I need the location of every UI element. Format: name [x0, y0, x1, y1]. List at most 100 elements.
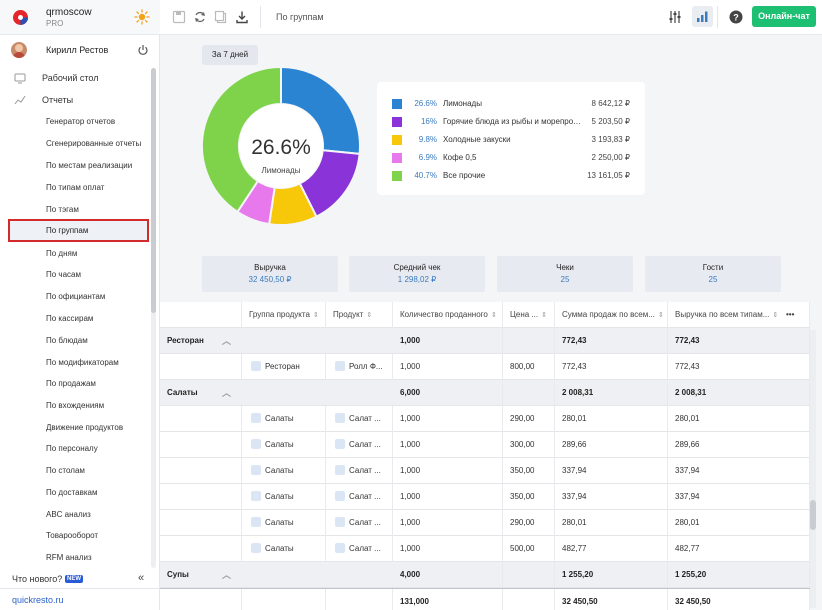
legend-name: Горячие блюда из рыбы и морепродуктов	[443, 117, 585, 126]
link-icon	[251, 413, 261, 424]
quickresto-logo-icon	[13, 10, 28, 25]
table-group-row[interactable]: Салаты ︿ 6,000 2 008,31 2 008,31	[160, 380, 810, 406]
link-icon	[335, 491, 345, 502]
legend-item[interactable]: 6.9% Кофе 0,5 2 250,00 ₽	[377, 149, 645, 167]
legend-name: Все прочие	[443, 171, 486, 180]
sidebar-item-turnover[interactable]: Товарооборот	[46, 531, 99, 540]
kpi-title: Средний чек	[393, 263, 441, 272]
legend-swatch	[392, 171, 402, 181]
collapse-chevron-icon[interactable]: ︿	[222, 336, 232, 346]
footer: quickresto.ru	[0, 588, 160, 610]
sidebar-item-rfm-analysis[interactable]: RFM анализ	[46, 553, 92, 562]
sidebar-item-by-payment-types[interactable]: По типам оплат	[46, 183, 105, 192]
sidebar-item-by-sales[interactable]: По продажам	[46, 379, 96, 388]
sidebar-item-abc-analysis[interactable]: ABC анализ	[46, 510, 91, 519]
group-link[interactable]: Салаты	[249, 411, 294, 426]
period-filter-button[interactable]: За 7 дней	[202, 45, 258, 65]
group-link[interactable]: Салаты	[249, 437, 294, 452]
product-link[interactable]: Салат ...	[333, 489, 381, 504]
col-header-product[interactable]: Продукт ⇕	[326, 302, 393, 328]
kpi-average-check: Средний чек 1 298,02 ₽	[349, 256, 485, 292]
toolbar-divider-right	[717, 6, 718, 28]
col-header-price[interactable]: Цена ... ⇕	[503, 302, 555, 328]
table-row[interactable]: Салаты Салат ... 1,000 350,00 337,94 337…	[160, 484, 810, 510]
sidebar-item-by-entries[interactable]: По вхождениям	[46, 401, 105, 410]
nav-reports-label: Отчеты	[42, 95, 74, 105]
table-group-row[interactable]: Супы ︿ 4,000 1 255,20 1 255,20	[160, 562, 810, 588]
bar-chart-icon	[697, 11, 708, 22]
legend-item[interactable]: 16% Горячие блюда из рыбы и морепродукто…	[377, 113, 645, 131]
chart-view-button[interactable]	[692, 6, 713, 27]
sidebar-item-by-modifiers[interactable]: По модификаторам	[46, 358, 119, 367]
table-row[interactable]: Салаты Салат ... 1,000 290,00 280,01 280…	[160, 510, 810, 536]
sidebar-item-by-tables[interactable]: По столам	[46, 466, 85, 475]
product-link[interactable]: Ролл Ф...	[333, 359, 383, 374]
sidebar-item-by-staff[interactable]: По персоналу	[46, 444, 98, 453]
kpi-title: Гости	[702, 263, 724, 272]
col-header-revenue[interactable]: Выручка по всем типам... ⇕ •••	[668, 302, 810, 328]
sidebar-item-by-dishes[interactable]: По блюдам	[46, 336, 88, 345]
sidebar-scrollbar[interactable]	[151, 68, 156, 568]
donut-center-percent: 26.6%	[251, 136, 311, 159]
collapse-sidebar-icon[interactable]: «	[138, 572, 145, 584]
table-group-row[interactable]: Ресторан ︿ 1,000 772,43 772,43	[160, 328, 810, 354]
quickresto-link[interactable]: quickresto.ru	[12, 595, 64, 605]
legend-swatch	[392, 135, 402, 145]
user-name: Кирилл Рестов	[46, 45, 109, 55]
table-row[interactable]: Салаты Салат ... 1,000 290,00 280,01 280…	[160, 406, 810, 432]
user-profile[interactable]: Кирилл Рестов	[0, 36, 160, 64]
collapse-chevron-icon[interactable]: ︿	[222, 570, 232, 580]
legend-item[interactable]: 40.7% Все прочие 13 161,05 ₽	[377, 167, 645, 185]
legend-item[interactable]: 26.6% Лимонады 8 642,12 ₽	[377, 95, 645, 113]
sun-icon[interactable]	[134, 9, 150, 25]
col-header-qty[interactable]: Количество проданного ⇕	[393, 302, 503, 328]
sidebar-item-by-days[interactable]: По дням	[46, 249, 78, 258]
help-icon[interactable]: ?	[729, 10, 743, 24]
sidebar-item-by-deliveries[interactable]: По доставкам	[46, 488, 98, 497]
table-row[interactable]: Ресторан Ролл Ф... 1,000 800,00 772,43 7…	[160, 354, 810, 380]
product-link[interactable]: Салат ...	[333, 541, 381, 556]
col-header-group[interactable]: Группа продукта ⇕	[242, 302, 326, 328]
sidebar-item-label: По группам	[46, 226, 89, 235]
group-link[interactable]: Ресторан	[249, 359, 300, 374]
table-row[interactable]: Салаты Салат ... 1,000 350,00 337,94 337…	[160, 458, 810, 484]
sidebar-item-product-movement[interactable]: Движение продуктов	[46, 423, 124, 432]
col-header-sales-sum[interactable]: Сумма продаж по всем... ⇕	[555, 302, 668, 328]
group-link[interactable]: Салаты	[249, 515, 294, 530]
table-row[interactable]: Салаты Салат ... 1,000 300,00 289,66 289…	[160, 432, 810, 458]
copy-icon[interactable]	[214, 10, 228, 24]
table-scrollbar[interactable]	[810, 330, 816, 608]
legend-item[interactable]: 9.8% Холодные закуски 3 193,83 ₽	[377, 131, 645, 149]
download-icon[interactable]	[235, 10, 249, 24]
product-link[interactable]: Салат ...	[333, 515, 381, 530]
sidebar-item-generated-reports[interactable]: Сгенерированные отчеты	[46, 139, 142, 148]
table-row[interactable]: Салаты Салат ... 1,000 500,00 482,77 482…	[160, 536, 810, 562]
settings-sliders-icon[interactable]	[668, 10, 682, 24]
sidebar-item-by-waiters[interactable]: По официантам	[46, 292, 106, 301]
group-link[interactable]: Салаты	[249, 541, 294, 556]
brand-header[interactable]: qrmoscow PRO	[0, 0, 160, 35]
sidebar-item-by-groups[interactable]: По группам	[8, 219, 149, 242]
whats-new-link[interactable]: Что нового?	[12, 574, 63, 584]
sidebar-item-report-generator[interactable]: Генератор отчетов	[46, 117, 116, 126]
collapse-chevron-icon[interactable]: ︿	[222, 388, 232, 398]
group-link[interactable]: Салаты	[249, 463, 294, 478]
table-scroll-thumb[interactable]	[810, 500, 816, 530]
legend-percent: 9.8%	[418, 135, 437, 144]
sidebar-item-by-tags[interactable]: По тэгам	[46, 205, 79, 214]
power-icon[interactable]	[137, 44, 149, 56]
sidebar-scroll-thumb[interactable]	[151, 68, 156, 313]
refresh-icon[interactable]	[193, 10, 207, 24]
product-link[interactable]: Салат ...	[333, 437, 381, 452]
table-total-row: 131,000 32 450,50 32 450,50	[160, 588, 810, 610]
online-chat-button[interactable]: Онлайн-чат	[752, 6, 816, 27]
product-link[interactable]: Салат ...	[333, 463, 381, 478]
sidebar-item-by-cashiers[interactable]: По кассирам	[46, 314, 94, 323]
legend-percent: 6.9%	[418, 153, 437, 162]
save-icon[interactable]	[172, 10, 186, 24]
more-icon[interactable]: •••	[786, 310, 795, 319]
group-link[interactable]: Салаты	[249, 489, 294, 504]
sidebar-item-by-hours[interactable]: По часам	[46, 270, 81, 279]
product-link[interactable]: Салат ...	[333, 411, 381, 426]
sidebar-item-by-places[interactable]: По местам реализации	[46, 161, 133, 170]
